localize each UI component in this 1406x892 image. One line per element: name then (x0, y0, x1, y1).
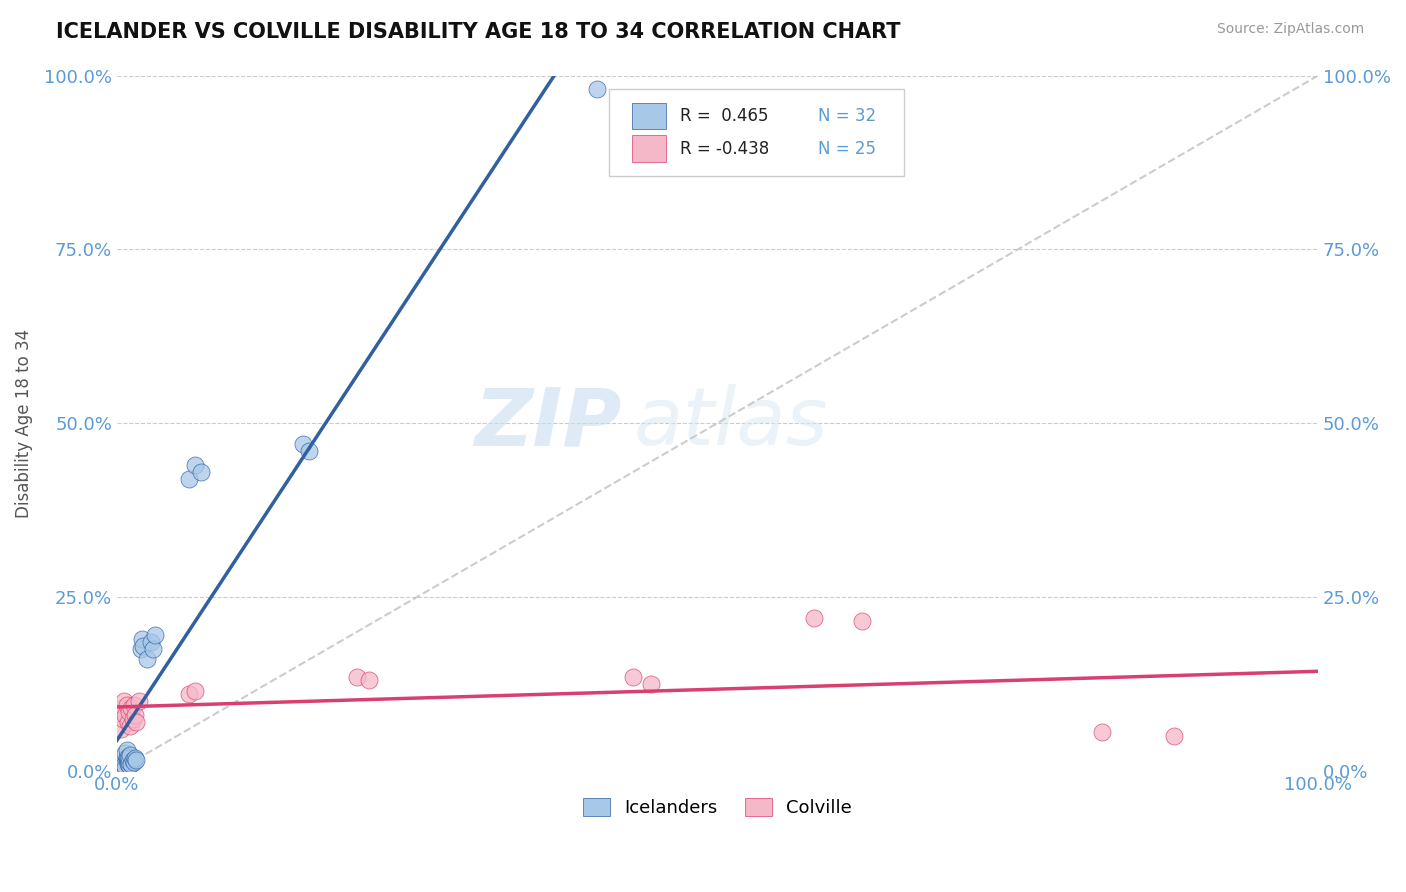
Point (111, 701, 134, 715)
Point (117, 756, 139, 771)
Text: R =  0.465: R = 0.465 (681, 107, 769, 125)
Point (114, 747, 136, 761)
Point (117, 749, 139, 764)
Text: atlas: atlas (634, 384, 828, 462)
Point (292, 437, 315, 451)
Text: N = 25: N = 25 (818, 139, 876, 158)
Point (128, 694, 150, 708)
Text: R = -0.438: R = -0.438 (681, 139, 769, 158)
Point (117, 753, 139, 767)
Point (129, 642, 152, 657)
Point (125, 753, 148, 767)
Point (640, 677, 662, 691)
Point (346, 670, 368, 684)
FancyBboxPatch shape (633, 136, 666, 161)
Point (120, 718, 142, 732)
Y-axis label: Disability Age 18 to 34: Disability Age 18 to 34 (15, 328, 32, 517)
Point (111, 756, 134, 771)
Point (122, 756, 145, 770)
Point (184, 458, 207, 472)
Point (1163, 729, 1185, 743)
Point (118, 705, 141, 719)
Point (177, 472, 200, 486)
Point (112, 694, 135, 708)
Point (586, 82, 609, 96)
Point (115, 698, 138, 712)
Point (131, 632, 153, 646)
Point (136, 652, 159, 666)
Point (124, 708, 146, 723)
Point (115, 743, 138, 757)
Text: ZIP: ZIP (474, 384, 621, 462)
Point (111, 712, 134, 726)
Point (124, 751, 146, 765)
Point (114, 708, 136, 723)
Point (118, 751, 141, 765)
Point (117, 714, 139, 729)
Text: N = 32: N = 32 (818, 107, 876, 125)
Point (112, 758, 135, 772)
Point (120, 756, 142, 771)
Text: ICELANDER VS COLVILLE DISABILITY AGE 18 TO 34 CORRELATION CHART: ICELANDER VS COLVILLE DISABILITY AGE 18 … (56, 22, 901, 42)
Point (121, 753, 143, 767)
Point (851, 614, 873, 628)
Point (114, 760, 136, 774)
Point (118, 756, 141, 770)
Point (115, 749, 138, 764)
Point (120, 748, 142, 763)
Point (115, 753, 138, 767)
Point (177, 687, 200, 701)
Point (120, 701, 142, 715)
Legend: Icelanders, Colville: Icelanders, Colville (576, 790, 859, 824)
Point (132, 639, 155, 653)
Point (110, 722, 132, 736)
Point (623, 670, 645, 684)
Point (359, 673, 381, 688)
Point (122, 698, 145, 712)
Point (190, 465, 212, 479)
Point (125, 714, 148, 729)
Text: Source: ZipAtlas.com: Source: ZipAtlas.com (1216, 22, 1364, 37)
Point (118, 758, 141, 772)
Point (298, 444, 321, 458)
Point (803, 611, 825, 625)
FancyBboxPatch shape (609, 89, 904, 177)
Point (142, 642, 165, 657)
Point (184, 683, 207, 698)
Point (121, 712, 143, 726)
Point (1091, 725, 1114, 739)
Point (139, 635, 162, 649)
FancyBboxPatch shape (633, 103, 666, 129)
Point (145, 628, 167, 642)
